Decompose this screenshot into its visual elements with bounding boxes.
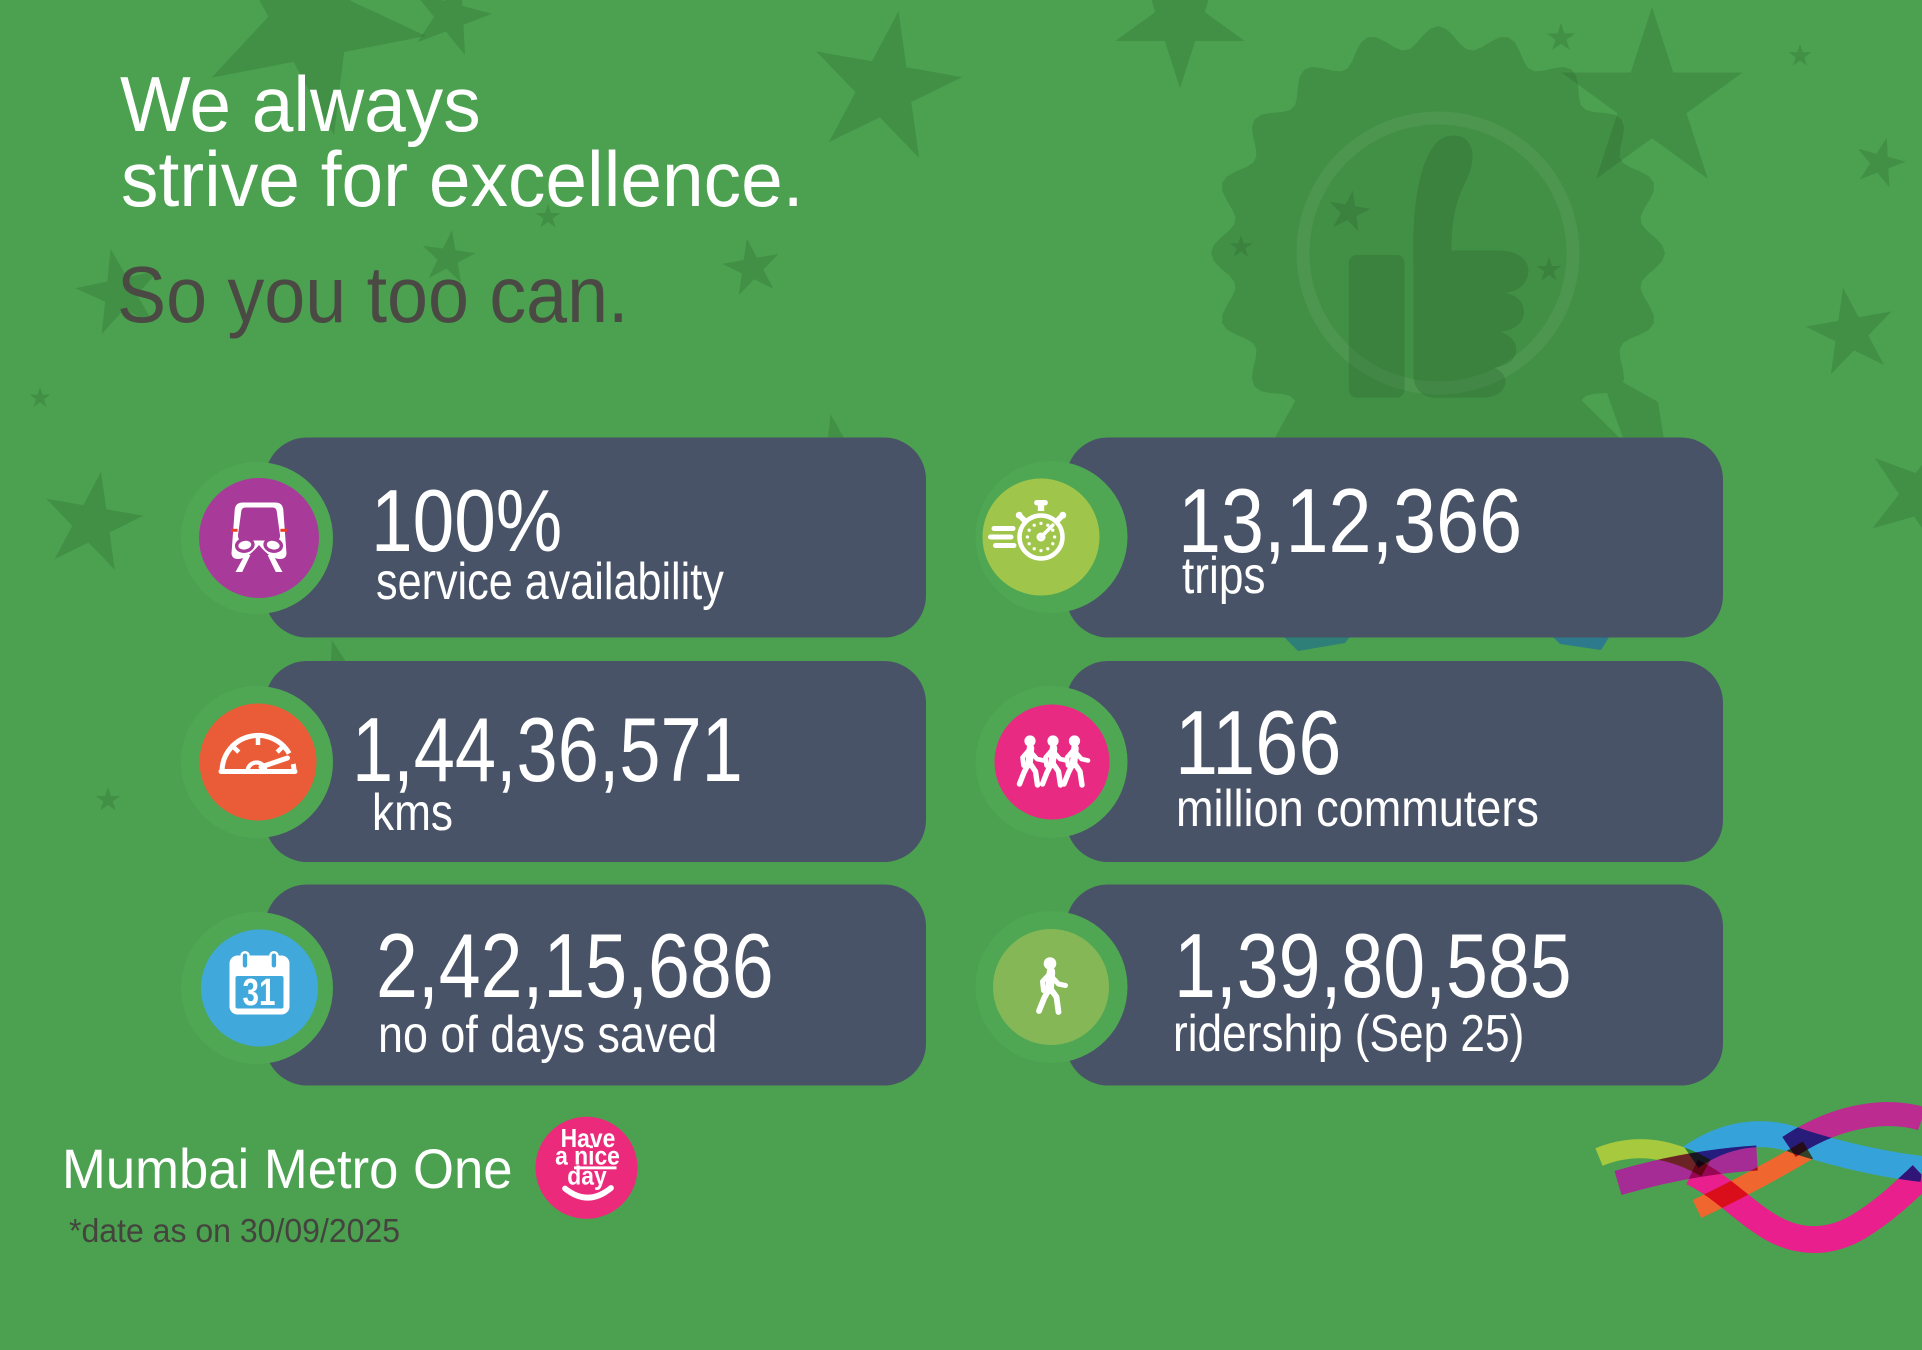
svg-text:a nice: a nice — [555, 1142, 620, 1171]
svg-text:31: 31 — [243, 972, 276, 1014]
svg-text:Have: Have — [561, 1125, 616, 1154]
